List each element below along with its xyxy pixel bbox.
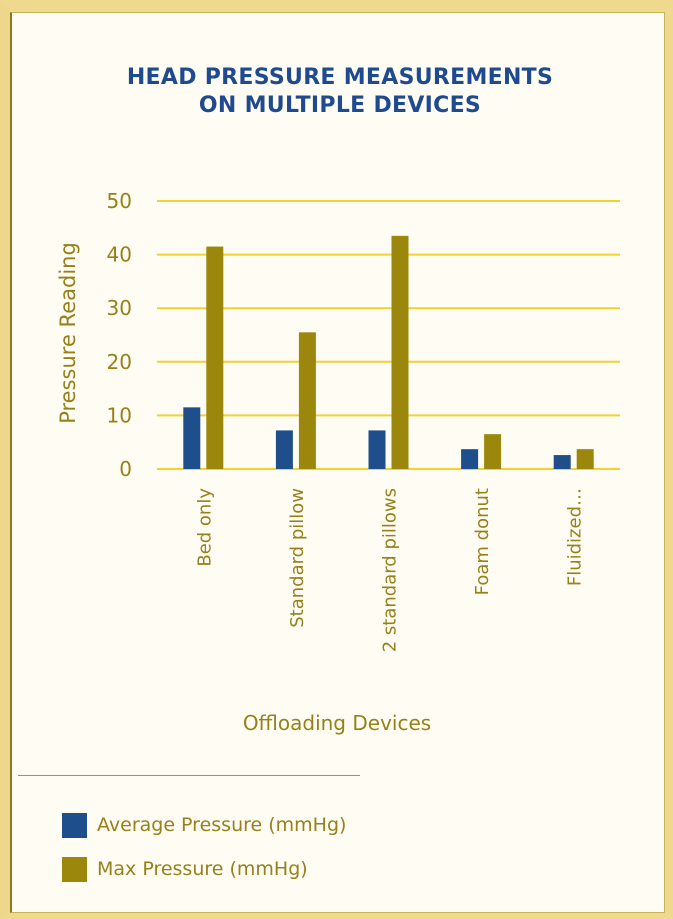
legend-label-average: Average Pressure (mmHg) [97, 814, 347, 836]
bar-max-2 [391, 235, 409, 469]
bar-average-1 [275, 430, 293, 469]
bar-average-4 [553, 455, 571, 469]
y-axis-label: Pressure Reading [56, 242, 80, 424]
bar-average-0 [183, 407, 201, 469]
bar-average-3 [461, 449, 479, 469]
y-tick-label: 0 [119, 457, 132, 481]
legend-swatch-max [62, 856, 87, 882]
x-tick-label: Fluidized… [565, 488, 586, 586]
legend-item-max: Max Pressure (mmHg) [62, 855, 308, 883]
bar-max-0 [206, 246, 224, 469]
x-tick-label: 2 standard pillows [380, 488, 401, 652]
x-axis-label: Offloading Devices [243, 711, 431, 735]
y-tick-label: 10 [107, 403, 132, 427]
x-tick-label: Standard pillow [287, 488, 308, 628]
y-tick-label: 20 [107, 350, 132, 374]
y-tick-label: 50 [107, 189, 132, 213]
chart-title: HEAD PRESSURE MEASUREMENTS ON MULTIPLE D… [50, 64, 630, 120]
legend-swatch-average [62, 812, 87, 838]
legend-item-average: Average Pressure (mmHg) [62, 811, 346, 839]
bar-max-3 [484, 434, 502, 469]
x-tick-label: Foam donut [472, 488, 493, 595]
y-tick-label: 40 [107, 243, 132, 267]
x-tick-label: Bed only [194, 488, 215, 567]
bar-max-4 [576, 449, 594, 469]
chart-title-line-2: ON MULTIPLE DEVICES [198, 93, 482, 118]
y-tick-label: 30 [107, 296, 132, 320]
bar-average-2 [368, 430, 386, 469]
legend-divider [18, 775, 360, 776]
legend-label-max: Max Pressure (mmHg) [97, 858, 308, 880]
chart-title-line-1: HEAD PRESSURE MEASUREMENTS [126, 65, 554, 90]
bar-max-1 [298, 332, 316, 469]
